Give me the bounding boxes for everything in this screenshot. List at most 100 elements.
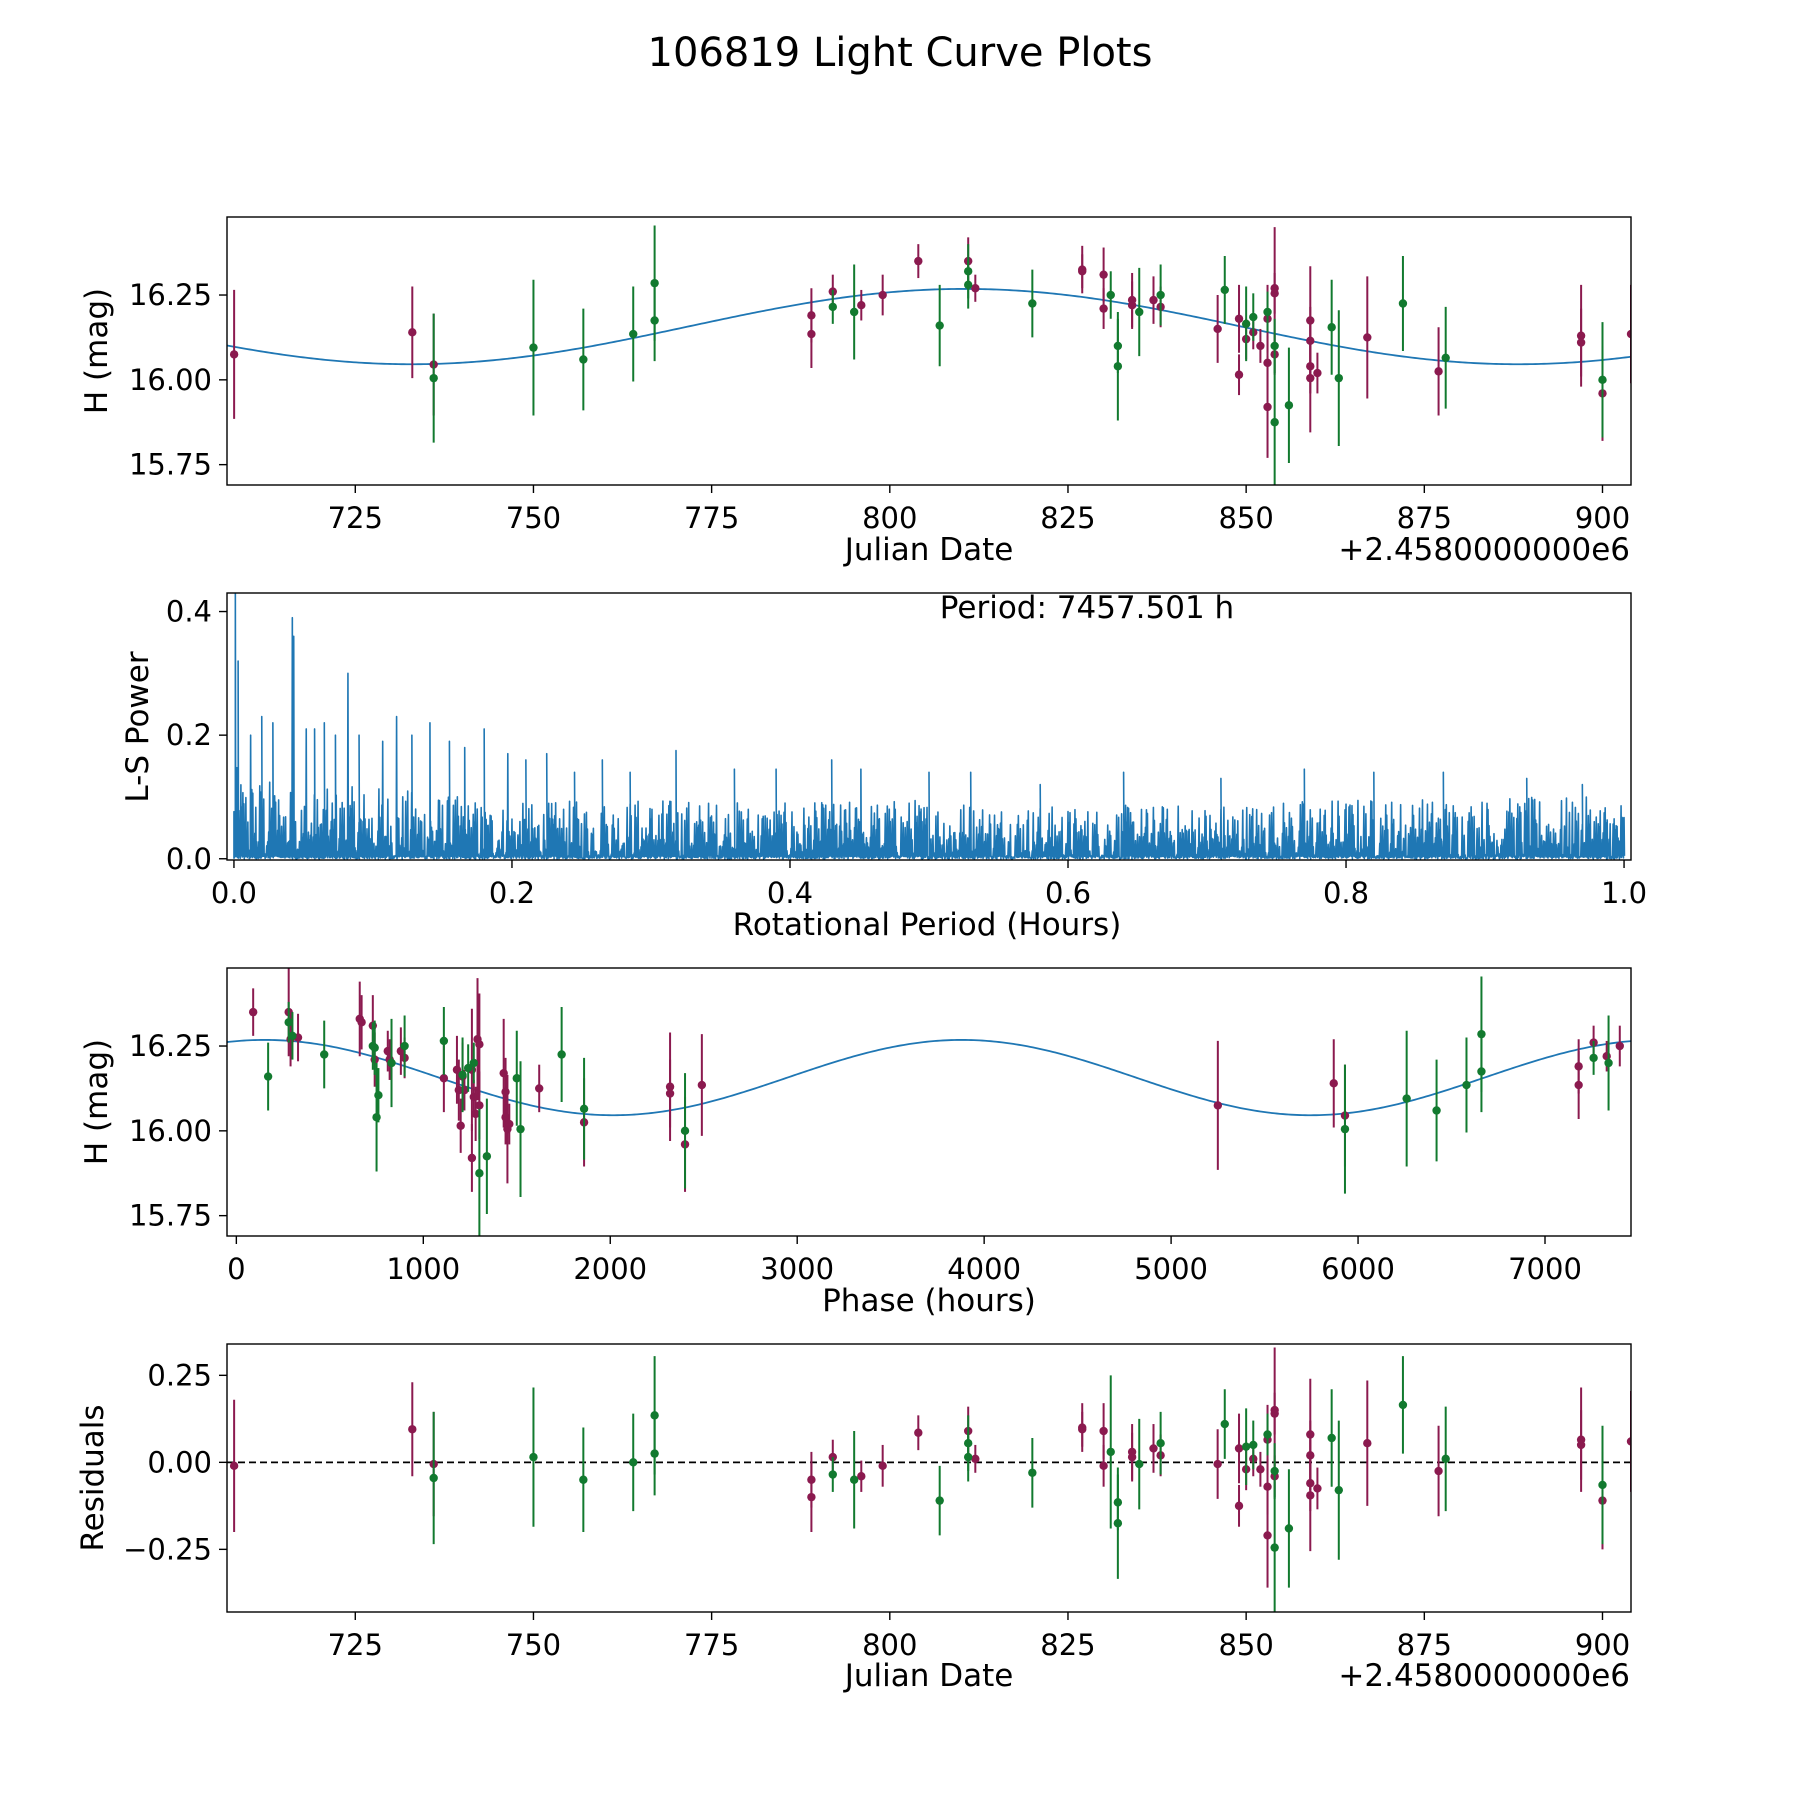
phased-curve-y-tick-label: 15.75 [129, 1199, 212, 1233]
residuals-x-tick-label: 825 [1040, 1628, 1095, 1662]
residuals-x-label: Julian Date [843, 1658, 1014, 1694]
phased-curve-x-tick-label: 4000 [947, 1252, 1021, 1286]
data-point [1327, 323, 1336, 332]
light-curve-x-tick-label: 875 [1397, 501, 1452, 535]
model-fit-curve [227, 288, 1631, 366]
data-point [1099, 304, 1108, 313]
phased-curve-axes-frame [226, 967, 1632, 1237]
periodogram-x-label: Rotational Period (Hours) [733, 907, 1122, 943]
data-point [971, 284, 980, 293]
data-point [1106, 290, 1115, 300]
data-point [1574, 1080, 1583, 1090]
data-point [1220, 285, 1229, 295]
series-filter-B [429, 1356, 1607, 1612]
data-point [475, 1040, 484, 1049]
data-point [878, 290, 887, 300]
data-point [1398, 299, 1408, 308]
light-curve-offset-label: +2.4580000000e6 [1338, 532, 1630, 568]
residuals-panel: 725 750 775 800 825 850 875 900 −0.25 0.00 0.25 J… [75, 1343, 1632, 1694]
residuals-x-tick-label: 750 [506, 1628, 561, 1662]
data-point [1127, 1452, 1137, 1462]
data-point [650, 1449, 659, 1458]
data-point [1334, 373, 1343, 383]
data-point [1270, 418, 1279, 427]
data-point [439, 1036, 449, 1046]
data-point [263, 1072, 273, 1081]
data-point [857, 1472, 866, 1481]
residuals-offset-label: +2.4580000000e6 [1338, 1658, 1630, 1694]
data-point [849, 1475, 859, 1484]
data-point [857, 301, 866, 310]
data-point [1256, 341, 1265, 351]
residuals-plot-area [227, 1347, 1631, 1612]
data-point [320, 1050, 329, 1059]
data-point [357, 1018, 366, 1027]
data-point [1284, 1524, 1294, 1533]
data-point [1135, 307, 1144, 317]
series-filter-B [429, 225, 1607, 485]
periodogram-x-tick-label: 0.0 [211, 876, 257, 910]
data-point [1313, 1484, 1322, 1493]
periodogram-x-ticks: 0.0 0.2 0.4 0.6 0.8 1.0 [211, 860, 1647, 910]
data-point [579, 1475, 588, 1484]
light-curve-x-tick-label: 750 [506, 501, 561, 535]
data-point [288, 1031, 297, 1041]
data-point [1263, 307, 1272, 317]
data-point [229, 1461, 239, 1471]
data-point [400, 1041, 409, 1051]
data-point [1329, 1079, 1338, 1088]
data-point [1340, 1124, 1350, 1134]
data-point [828, 1470, 837, 1479]
light-curve-marks [227, 225, 1631, 485]
data-point [1028, 299, 1037, 308]
phased-curve-x-tick-label: 1000 [386, 1252, 460, 1286]
residuals-x-tick-label: 775 [684, 1628, 739, 1662]
data-point [1270, 341, 1279, 351]
data-point [1241, 319, 1251, 329]
data-point [1270, 1409, 1279, 1418]
data-point [1220, 1419, 1229, 1429]
data-point [1363, 1438, 1372, 1448]
phased-curve-y-label: H (mag) [79, 1039, 115, 1165]
periodogram-plot-area [233, 593, 1626, 860]
data-point [914, 1428, 923, 1437]
data-point [914, 256, 923, 266]
data-point [469, 1058, 478, 1068]
data-point [1363, 333, 1372, 342]
light-curve-x-tick-label: 850 [1218, 501, 1273, 535]
residuals-y-tick-label: −0.25 [123, 1532, 212, 1566]
periodogram-x-tick-label: 0.8 [1323, 876, 1369, 910]
data-point [1234, 1444, 1244, 1453]
data-point [1576, 1440, 1586, 1450]
data-point [629, 1458, 638, 1467]
data-point [1270, 1543, 1279, 1552]
light-curve-x-tick-label: 775 [684, 501, 739, 535]
data-point [1099, 270, 1108, 279]
light-curve-x-tick-label: 800 [862, 501, 917, 535]
data-point [1234, 370, 1244, 379]
data-point [1149, 295, 1158, 305]
data-point [1234, 1501, 1244, 1511]
series-filter-B [263, 976, 1613, 1236]
residuals-x-tick-label: 850 [1218, 1628, 1273, 1662]
data-point [1213, 1459, 1222, 1469]
data-point [1149, 1444, 1158, 1453]
data-point [1462, 1080, 1471, 1090]
data-point [1249, 312, 1258, 322]
model-fit-curve [227, 1039, 1631, 1117]
data-point [372, 1113, 381, 1122]
data-point [374, 1091, 383, 1100]
data-point [456, 1121, 465, 1130]
phased-curve-plot-area [227, 968, 1631, 1236]
periodogram-x-tick-label: 0.2 [489, 876, 535, 910]
data-point [467, 1153, 477, 1163]
data-point [1306, 373, 1315, 383]
data-point [1477, 1067, 1486, 1076]
data-point [1626, 329, 1631, 339]
data-point [408, 1425, 417, 1434]
periodogram-x-tick-label: 0.6 [1045, 876, 1091, 910]
data-point [370, 1043, 379, 1052]
data-point [475, 1169, 484, 1178]
